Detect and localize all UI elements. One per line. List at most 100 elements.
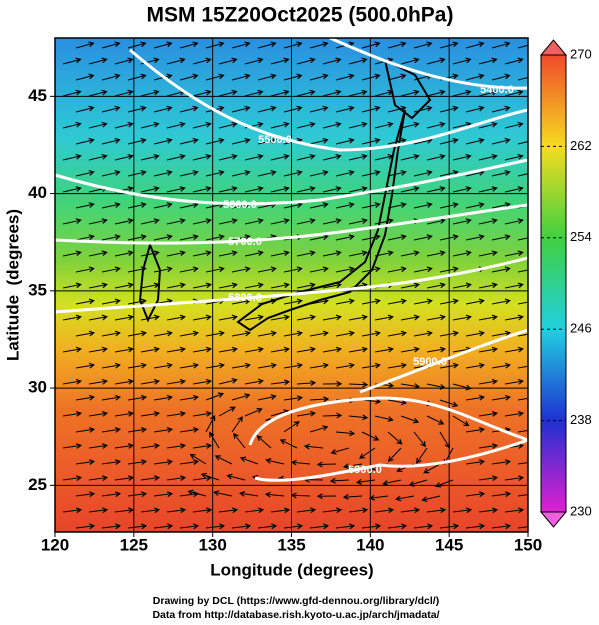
streamline <box>383 479 402 485</box>
streamline <box>166 155 185 161</box>
streamline-arrow <box>330 448 337 455</box>
streamline <box>491 203 510 209</box>
streamline-arrow <box>335 507 343 514</box>
streamline <box>75 107 94 113</box>
streamline <box>166 123 185 129</box>
streamline-arrow <box>270 362 277 369</box>
streamline-arrow <box>192 427 200 433</box>
streamline <box>296 219 315 225</box>
streamline-arrow <box>413 57 420 64</box>
streamline <box>309 42 328 49</box>
streamline <box>88 412 107 417</box>
streamline-arrow <box>88 459 96 465</box>
streamline <box>387 525 406 529</box>
streamline <box>491 74 510 81</box>
streamline-arrow <box>478 362 485 369</box>
streamline-arrow <box>205 57 212 64</box>
streamline <box>400 415 419 423</box>
streamline-arrow <box>231 218 238 224</box>
streamline-arrow <box>101 282 108 289</box>
streamline-arrow <box>187 489 194 496</box>
streamline-arrow <box>257 314 264 321</box>
streamline-arrow <box>361 250 368 257</box>
streamline <box>179 171 198 177</box>
streamline <box>75 460 94 465</box>
streamline-arrow <box>205 218 212 224</box>
streamline <box>452 91 471 97</box>
streamline <box>374 251 393 257</box>
streamline <box>62 187 81 193</box>
streamline <box>270 123 289 129</box>
streamline <box>283 42 302 49</box>
streamline <box>478 251 497 257</box>
streamline <box>374 509 393 513</box>
streamline <box>491 332 510 337</box>
streamline <box>409 479 428 486</box>
streamline-arrow <box>296 266 303 273</box>
streamline-arrow <box>361 218 368 224</box>
streamline <box>114 251 133 257</box>
streamline-arrow <box>348 362 355 369</box>
streamline-arrow <box>270 266 277 273</box>
contour-line <box>359 328 528 394</box>
streamline <box>335 171 354 177</box>
streamline-arrow <box>439 153 446 160</box>
y-tick-label: 30 <box>28 378 47 397</box>
streamline-arrow <box>362 381 369 388</box>
streamline <box>491 396 510 401</box>
streamline <box>465 396 484 401</box>
streamline-arrow <box>335 250 342 257</box>
streamline <box>140 155 159 161</box>
streamline-arrow <box>89 523 96 530</box>
streamline-arrow <box>439 250 446 257</box>
streamline <box>192 509 211 513</box>
streamline-arrow <box>231 282 238 289</box>
streamline <box>465 300 484 305</box>
streamline <box>205 525 224 529</box>
streamline-arrow <box>166 330 173 337</box>
streamline-arrow <box>479 523 486 530</box>
streamline <box>166 412 185 417</box>
streamline <box>452 316 471 321</box>
streamline-arrow <box>452 41 459 48</box>
streamline-arrow <box>452 202 459 208</box>
streamline <box>504 316 523 321</box>
streamline <box>413 300 432 305</box>
streamline-arrow <box>179 507 187 514</box>
streamline <box>192 444 211 449</box>
streamline <box>114 91 133 97</box>
streamline <box>127 396 146 401</box>
streamline <box>75 525 94 529</box>
streamline <box>240 492 259 497</box>
streamline <box>465 332 484 337</box>
streamline-arrow <box>478 137 485 144</box>
streamline-arrow <box>531 267 536 272</box>
streamline <box>127 203 146 209</box>
streamline-arrow <box>504 234 511 240</box>
colorbar-tick-label: 270 <box>570 46 592 61</box>
streamline-arrow <box>88 394 96 401</box>
streamline <box>114 509 133 513</box>
streamline <box>88 284 107 289</box>
streamline <box>478 380 497 385</box>
streamline <box>244 509 263 513</box>
streamline-arrow <box>362 414 369 421</box>
streamline <box>127 171 146 177</box>
streamline <box>517 237 528 241</box>
streamline-arrow <box>290 459 297 466</box>
streamline-arrow <box>114 170 121 176</box>
streamline <box>166 91 185 97</box>
streamline-arrow <box>465 282 472 289</box>
streamline-arrow <box>127 475 135 482</box>
streamline <box>452 123 471 129</box>
streamline <box>179 525 198 529</box>
streamline-arrow <box>231 250 238 257</box>
streamline <box>309 398 328 401</box>
streamline-arrow <box>88 73 95 80</box>
streamline-arrow <box>323 396 330 403</box>
streamline <box>244 316 263 321</box>
streamline-arrow <box>517 410 525 417</box>
streamline <box>114 155 133 161</box>
streamline-arrow <box>348 73 355 80</box>
streamline-arrow <box>127 282 134 289</box>
